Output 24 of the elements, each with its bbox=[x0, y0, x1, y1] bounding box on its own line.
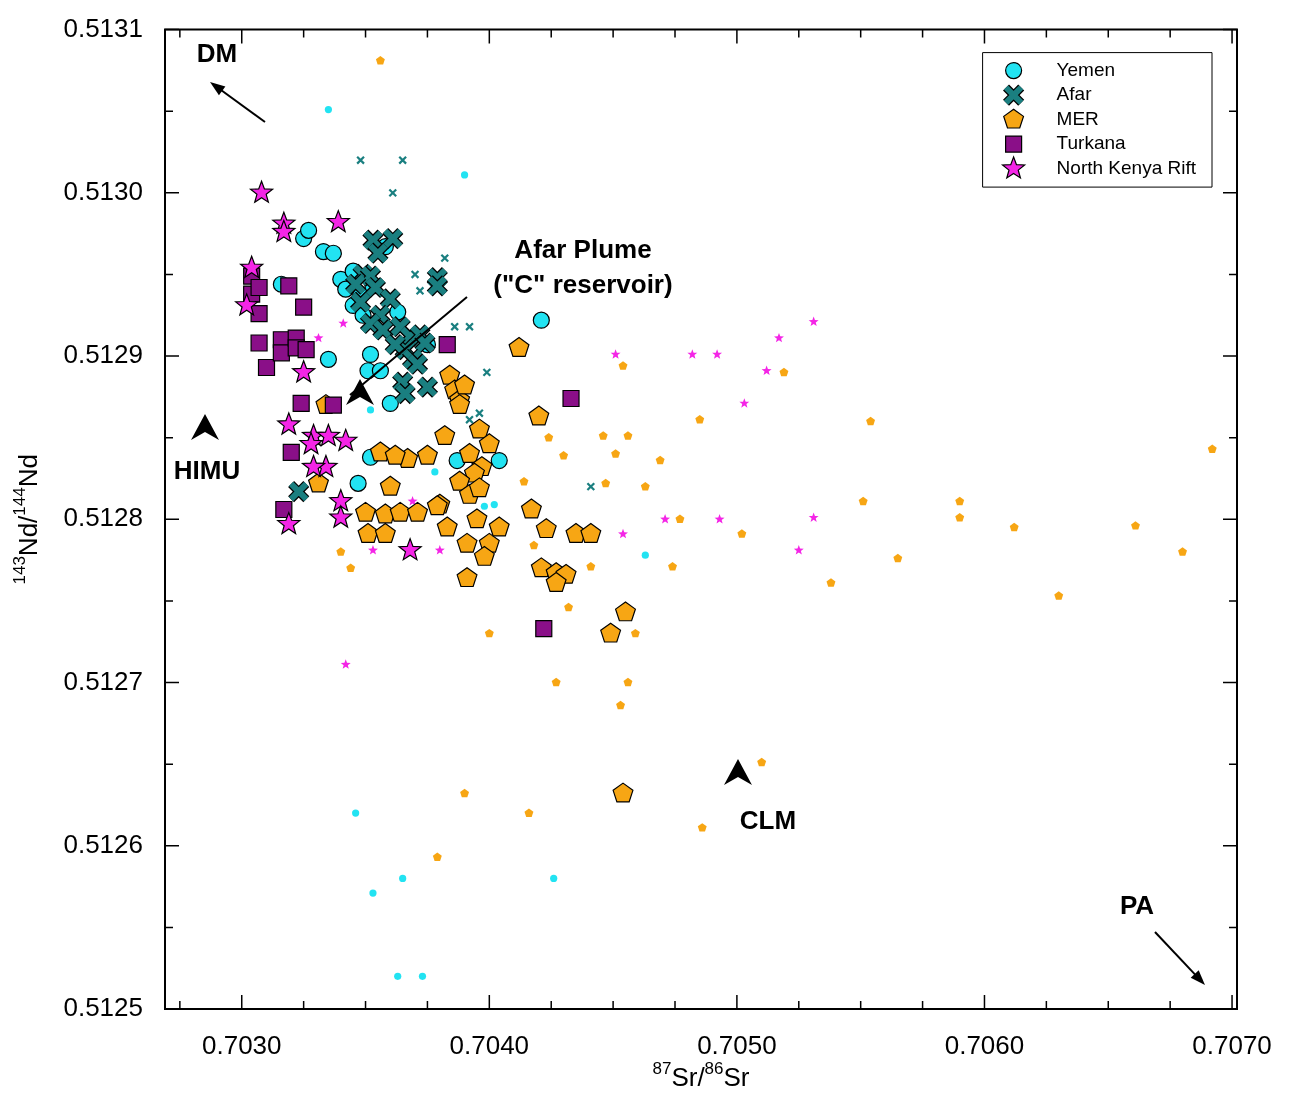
x-tick-label: 0.7070 bbox=[1192, 1029, 1272, 1060]
legend-label: Afar bbox=[1056, 83, 1093, 105]
y-tick-label: 0.5126 bbox=[63, 828, 143, 859]
annotation: ("C" reservoir) bbox=[493, 268, 673, 300]
annotation: HIMU bbox=[173, 454, 241, 486]
x-tick-label: 0.7040 bbox=[449, 1029, 530, 1060]
x-tick-label: 0.7050 bbox=[697, 1029, 777, 1060]
annotation: CLM bbox=[739, 804, 797, 836]
y-tick-label: 0.5130 bbox=[63, 176, 143, 207]
y-tick-label: 0.5131 bbox=[63, 12, 143, 43]
y-tick-label: 0.5125 bbox=[63, 992, 143, 1023]
y-tick-label: 0.5129 bbox=[63, 339, 143, 370]
legend-label: Turkana bbox=[1056, 132, 1127, 154]
annotation: Afar Plume bbox=[514, 233, 652, 265]
annotation: PA bbox=[1119, 889, 1155, 921]
legend-label: North Kenya Rift bbox=[1056, 156, 1197, 178]
x-tick-label: 0.7060 bbox=[944, 1029, 1025, 1060]
y-tick-label: 0.5127 bbox=[63, 665, 143, 696]
annotation: DM bbox=[196, 37, 238, 69]
y-tick-label: 0.5128 bbox=[63, 502, 143, 533]
y-axis-title: 143Nd/144Nd bbox=[9, 454, 44, 585]
legend-label: Yemen bbox=[1056, 58, 1116, 80]
x-tick-label: 0.7030 bbox=[201, 1029, 282, 1060]
legend-label: MER bbox=[1056, 107, 1099, 129]
